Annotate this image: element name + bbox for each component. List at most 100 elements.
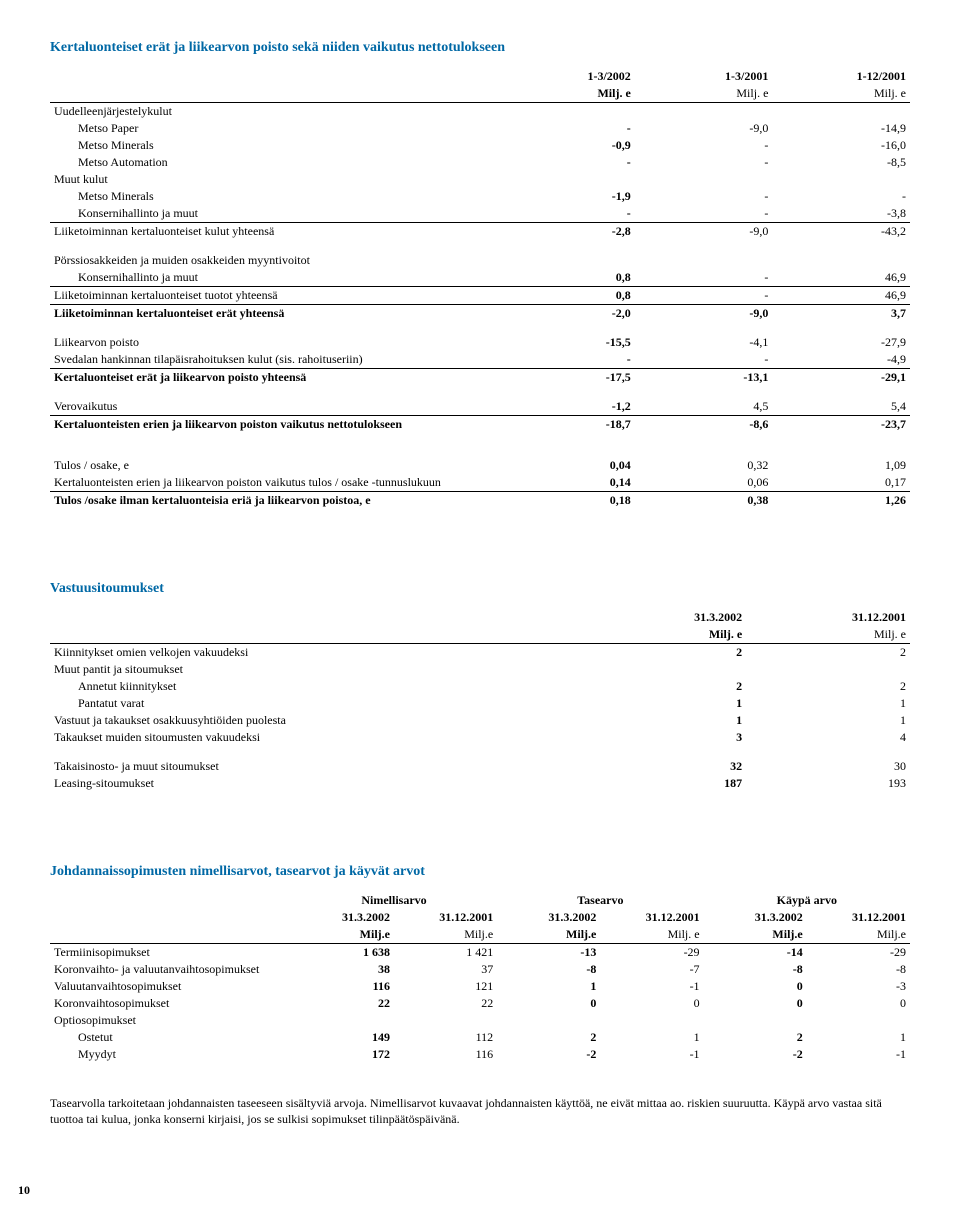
row-label: Takaisinosto- ja muut sitoumukset (50, 758, 582, 775)
cell-value: - (635, 351, 773, 369)
cell-value: 0,8 (497, 287, 635, 305)
cell-value (497, 252, 635, 269)
cell-value: - (635, 188, 773, 205)
row-label: Tulos /osake ilman kertaluonteisia eriä … (50, 492, 497, 510)
col-header: 1-3/2002 (587, 69, 630, 83)
row-label: Valuutanvaihtosopimukset (50, 978, 291, 995)
table-row: Termiinisopimukset1 6381 421-13-29-14-29 (50, 944, 910, 962)
cell-value: -3,8 (772, 205, 910, 223)
cell-value: -0,9 (497, 137, 635, 154)
cell-value: 116 (394, 1046, 497, 1063)
table-row: Liiketoiminnan kertaluonteiset erät yhte… (50, 305, 910, 323)
cell-value (772, 103, 910, 121)
cell-value: 0,38 (635, 492, 773, 510)
table-row (50, 322, 910, 334)
table-row (50, 433, 910, 445)
cell-value: -13 (497, 944, 600, 962)
cell-value: 37 (394, 961, 497, 978)
row-label: Pantatut varat (50, 695, 582, 712)
table-row: Liiketoiminnan kertaluonteiset kulut yht… (50, 223, 910, 241)
row-label: Termiinisopimukset (50, 944, 291, 962)
group-header: Nimellisarvo (361, 893, 426, 907)
cell-value: -14 (704, 944, 807, 962)
cell-value: - (635, 154, 773, 171)
cell-value: 0 (600, 995, 703, 1012)
col-unit: Milj.e (360, 927, 390, 941)
cell-value: -15,5 (497, 334, 635, 351)
cell-value: 149 (291, 1029, 394, 1046)
cell-value: 0 (807, 995, 910, 1012)
cell-value: 116 (291, 978, 394, 995)
cell-value: 0 (704, 978, 807, 995)
table-header-row: Milj. e Milj. e (50, 626, 910, 644)
cell-value: -4,1 (635, 334, 773, 351)
cell-value: - (497, 154, 635, 171)
derivatives-footer: Tasearvolla tarkoitetaan johdannaisten t… (50, 1095, 910, 1127)
row-label: Liiketoiminnan kertaluonteiset kulut yht… (50, 223, 497, 241)
cell-value: -17,5 (497, 369, 635, 387)
cell-value: 1 (600, 1029, 703, 1046)
table-header-row: Milj. e Milj. e Milj. e (50, 85, 910, 103)
cell-value: 1,09 (772, 457, 910, 474)
row-label: Metso Minerals (50, 137, 497, 154)
cell-value: 46,9 (772, 287, 910, 305)
cell-value: -23,7 (772, 416, 910, 434)
row-label: Annetut kiinnitykset (50, 678, 582, 695)
cell-value (600, 1012, 703, 1029)
cell-value: 5,4 (772, 398, 910, 416)
group-header: Tasearvo (577, 893, 623, 907)
cell-value (497, 103, 635, 121)
table-row: Optiosopimukset (50, 1012, 910, 1029)
cell-value: -2,8 (497, 223, 635, 241)
cell-value: 38 (291, 961, 394, 978)
cell-value: 1 (582, 695, 746, 712)
cell-value (704, 1012, 807, 1029)
cell-value: -9,0 (635, 223, 773, 241)
table-nonrecurring: 1-3/2002 1-3/2001 1-12/2001 Milj. e Milj… (50, 68, 910, 509)
row-label: Konsernihallinto ja muut (50, 269, 497, 287)
cell-value: -13,1 (635, 369, 773, 387)
cell-value: 1 (807, 1029, 910, 1046)
table-row: Liikearvon poisto-15,5-4,1-27,9 (50, 334, 910, 351)
row-label: Myydyt (50, 1046, 291, 1063)
col-header: 31.3.2002 (694, 610, 742, 624)
cell-value: -9,0 (635, 120, 773, 137)
cell-value: -14,9 (772, 120, 910, 137)
cell-value: 0 (704, 995, 807, 1012)
cell-value: 22 (394, 995, 497, 1012)
section2-title: Vastuusitoumukset (50, 581, 910, 597)
page-number: 10 (18, 1183, 30, 1198)
section3-title: Johdannaissopimusten nimellisarvot, tase… (50, 864, 910, 880)
cell-value: 0,32 (635, 457, 773, 474)
table-row (50, 386, 910, 398)
cell-value (635, 171, 773, 188)
row-label: Leasing-sitoumukset (50, 775, 582, 792)
table-row: Metso Minerals-1,9-- (50, 188, 910, 205)
table-row: Leasing-sitoumukset187193 (50, 775, 910, 792)
row-label: Kertaluonteisten erien ja liikearvon poi… (50, 416, 497, 434)
table-row: Tulos /osake ilman kertaluonteisia eriä … (50, 492, 910, 510)
cell-value: -29,1 (772, 369, 910, 387)
cell-value (394, 1012, 497, 1029)
cell-value: -8 (704, 961, 807, 978)
cell-value: 32 (582, 758, 746, 775)
table-row: Uudelleenjärjestelykulut (50, 103, 910, 121)
table-row: Kertaluonteiset erät ja liikearvon poist… (50, 369, 910, 387)
col-unit: Milj. e (709, 627, 742, 641)
cell-value (807, 1012, 910, 1029)
cell-value: 0,04 (497, 457, 635, 474)
cell-value: - (635, 137, 773, 154)
row-label: Svedalan hankinnan tilapäisrahoituksen k… (50, 351, 497, 369)
cell-value: 46,9 (772, 269, 910, 287)
table-row: Koronvaihtosopimukset22220000 (50, 995, 910, 1012)
table-row: Tulos / osake, e0,040,321,09 (50, 457, 910, 474)
cell-value: 0,18 (497, 492, 635, 510)
cell-value: -16,0 (772, 137, 910, 154)
col-unit: Milj. e (874, 627, 906, 641)
table-header-row: Milj.e Milj.e Milj.e Milj. e Milj.e Milj… (50, 926, 910, 944)
table-row: Metso Paper--9,0-14,9 (50, 120, 910, 137)
cell-value (635, 252, 773, 269)
cell-value: 172 (291, 1046, 394, 1063)
col-unit: Milj.e (566, 927, 596, 941)
table-row: Annetut kiinnitykset22 (50, 678, 910, 695)
